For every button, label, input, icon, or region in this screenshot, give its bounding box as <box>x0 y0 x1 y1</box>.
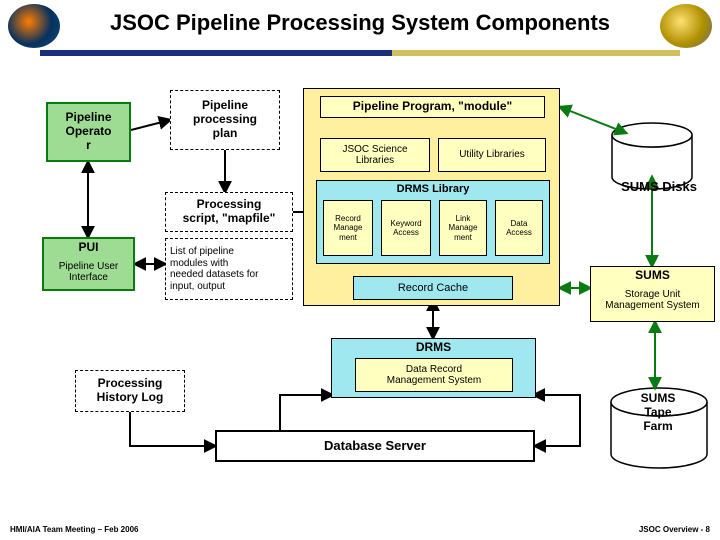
box-data_access: Data Access <box>495 200 543 256</box>
box-drms_s: Data Record Management System <box>355 358 513 392</box>
box-sums_disk_lbl: SUMS Disks <box>604 178 714 196</box>
box-plan: Pipeline processing plan <box>170 90 280 150</box>
box-sums_t: SUMS <box>590 268 715 284</box>
box-link_mgmt: Link Manage ment <box>439 200 487 256</box>
arrow-1 <box>131 120 170 130</box>
box-jsoc_lib: JSOC Science Libraries <box>320 138 430 172</box>
box-db: Database Server <box>215 430 535 462</box>
footer-left: HMI/AIA Team Meeting – Feb 2006 <box>10 525 138 534</box>
box-desc: List of pipeline modules with needed dat… <box>165 238 293 300</box>
page-title: JSOC Pipeline Processing System Componen… <box>80 10 640 36</box>
box-drms_lib_title: DRMS Library <box>316 180 550 198</box>
box-tape_lbl: SUMS Tape Farm <box>624 388 692 438</box>
box-rec_mgmt: Record Manage ment <box>323 200 373 256</box>
footer-right: JSOC Overview - 8 <box>639 525 710 534</box>
box-drms_t: DRMS <box>331 340 536 356</box>
box-kw_access: Keyword Access <box>381 200 431 256</box>
box-operator: Pipeline Operato r <box>46 102 131 162</box>
title-underline <box>40 50 680 56</box>
logo-right <box>660 4 712 48</box>
box-util_lib: Utility Libraries <box>438 138 546 172</box>
box-module_title: Pipeline Program, "module" <box>320 96 545 118</box>
arrow-9 <box>560 107 626 133</box>
box-pui_t: PUI <box>42 240 135 256</box>
arrow-8 <box>534 395 580 446</box>
box-hist: Processing History Log <box>75 370 185 412</box>
arrow-6 <box>130 410 215 446</box>
box-sums_s: Storage Unit Management System <box>590 284 715 316</box>
box-rec_cache: Record Cache <box>353 276 513 300</box>
logo-left <box>8 4 60 48</box>
box-pui_s: Pipeline User Interface <box>42 256 135 288</box>
box-mapfile: Processing script, "mapfile" <box>165 192 293 232</box>
